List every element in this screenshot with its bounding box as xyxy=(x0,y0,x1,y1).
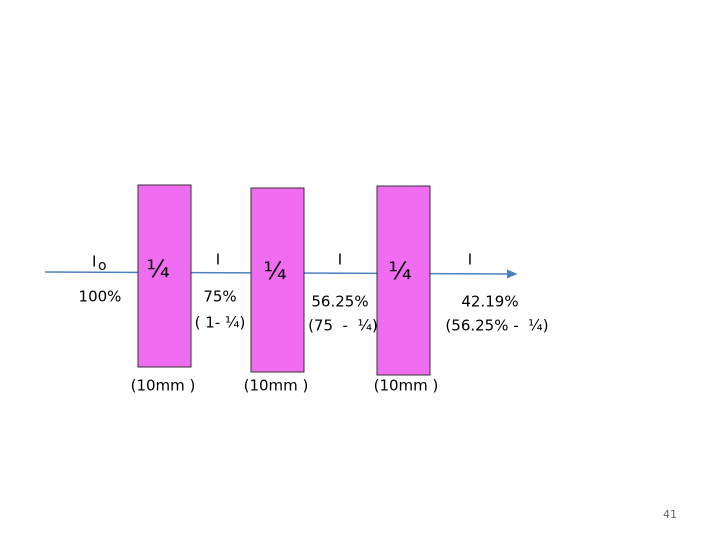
filter-thickness: (10mm ) xyxy=(131,377,196,395)
incident-percent: 100% xyxy=(79,288,122,306)
incident-subscript: o xyxy=(98,258,107,274)
filter-fraction: ¼ xyxy=(263,257,286,285)
incident-label: I xyxy=(92,253,96,271)
filter-thickness: (10mm ) xyxy=(244,377,309,395)
output-formula: ( 1- ¼) xyxy=(195,314,246,332)
output-percent: 42.19% xyxy=(461,293,518,311)
filter-block xyxy=(376,185,431,376)
output-percent: 56.25% xyxy=(311,293,368,311)
filter-block xyxy=(250,187,305,373)
output-percent: 75% xyxy=(203,288,236,306)
output-label: I xyxy=(338,251,342,269)
output-label: I xyxy=(468,251,472,269)
output-formula: (56.25% - ¼) xyxy=(445,317,548,335)
filter-thickness: (10mm ) xyxy=(374,377,439,395)
filter-fraction: ¼ xyxy=(388,257,411,285)
filter-block xyxy=(137,184,192,368)
filter-fraction: ¼ xyxy=(146,255,169,283)
output-formula: (75 - ¼) xyxy=(308,317,378,335)
output-label: I xyxy=(216,251,220,269)
page-number: 41 xyxy=(663,508,677,521)
